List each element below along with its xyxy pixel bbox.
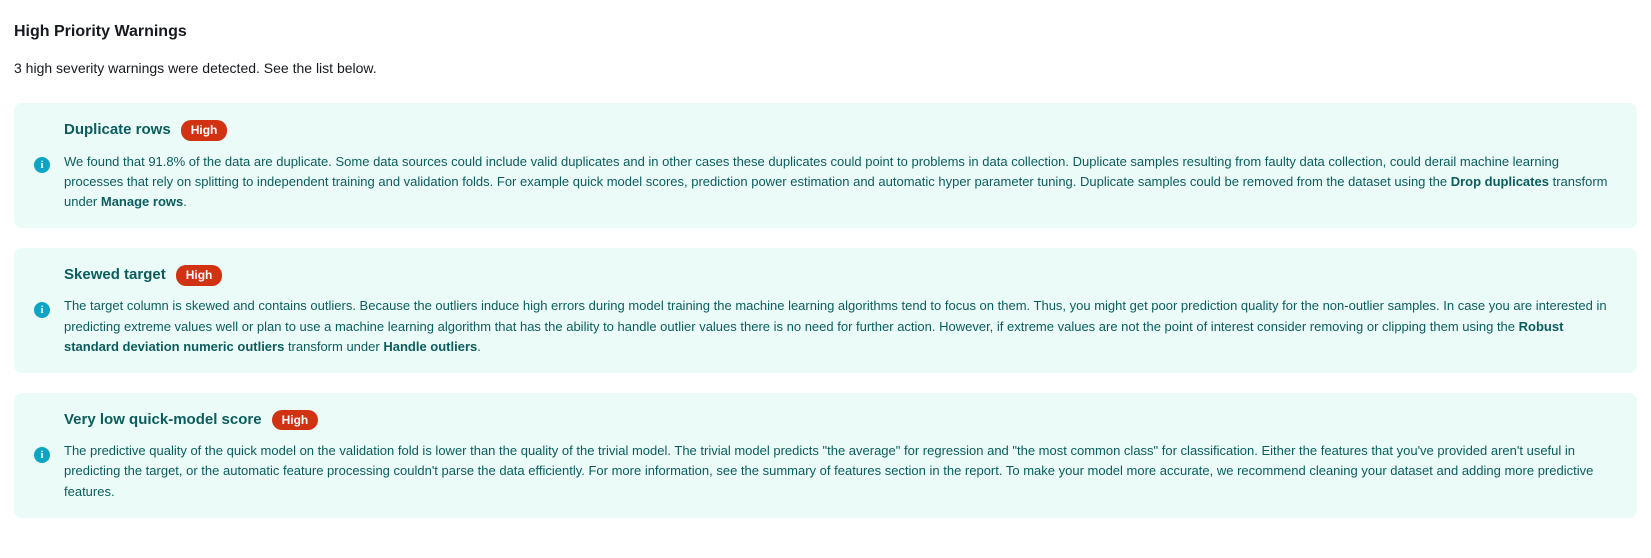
info-icon: i — [34, 302, 50, 318]
warning-content: Skewed target High The target column is … — [64, 264, 1617, 357]
desc-tail: . — [477, 339, 481, 354]
bold-term: Drop duplicates — [1451, 174, 1549, 189]
severity-badge: High — [176, 265, 223, 286]
warning-description: We found that 91.8% of the data are dupl… — [64, 152, 1617, 212]
info-icon-wrap: i — [34, 447, 50, 463]
warning-description: The predictive quality of the quick mode… — [64, 441, 1617, 501]
info-icon-wrap: i — [34, 157, 50, 173]
warning-description: The target column is skewed and contains… — [64, 296, 1617, 356]
bold-term: Handle outliers — [383, 339, 477, 354]
warning-content: Duplicate rows High We found that 91.8% … — [64, 119, 1617, 212]
warning-card: i Skewed target High The target column i… — [14, 248, 1637, 373]
warning-card: i Very low quick-model score High The pr… — [14, 393, 1637, 518]
warning-header: Skewed target High — [64, 264, 1617, 287]
warning-title: Duplicate rows — [64, 119, 171, 142]
bold-term: Manage rows — [101, 194, 183, 209]
desc-text: The target column is skewed and contains… — [64, 298, 1607, 333]
info-icon: i — [34, 447, 50, 463]
severity-badge: High — [272, 410, 319, 431]
severity-badge: High — [181, 120, 228, 141]
desc-tail: . — [183, 194, 187, 209]
warning-title: Skewed target — [64, 264, 166, 287]
desc-text: We found that 91.8% of the data are dupl… — [64, 154, 1559, 189]
warnings-section: High Priority Warnings 3 high severity w… — [14, 20, 1637, 518]
info-icon: i — [34, 157, 50, 173]
section-title: High Priority Warnings — [14, 20, 1637, 44]
desc-mid: transform under — [284, 339, 383, 354]
desc-text: The predictive quality of the quick mode… — [64, 443, 1593, 498]
warning-title: Very low quick-model score — [64, 409, 262, 432]
info-icon-wrap: i — [34, 302, 50, 318]
warning-header: Duplicate rows High — [64, 119, 1617, 142]
warning-header: Very low quick-model score High — [64, 409, 1617, 432]
warning-content: Very low quick-model score High The pred… — [64, 409, 1617, 502]
section-subtitle: 3 high severity warnings were detected. … — [14, 58, 1637, 79]
warning-card: i Duplicate rows High We found that 91.8… — [14, 103, 1637, 228]
